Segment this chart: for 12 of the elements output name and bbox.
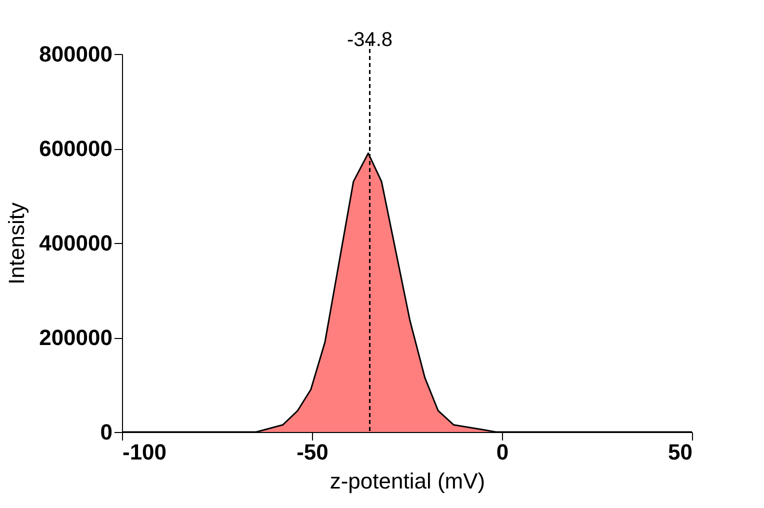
- x-tick-label: 0: [496, 440, 509, 464]
- x-tick-label: -50: [296, 440, 328, 464]
- y-tick-label: 600000: [39, 136, 112, 161]
- y-axis-title: Intensity: [4, 202, 30, 284]
- y-tick-label: 400000: [39, 230, 112, 256]
- x-tick-label: -100: [122, 440, 167, 464]
- y-tick-label: 800000: [39, 42, 112, 66]
- ref-line-label: -34.8: [346, 29, 393, 51]
- x-axis-title: z-potential (mV): [330, 468, 486, 494]
- x-tick-label: 50: [668, 440, 692, 464]
- y-tick-label: 200000: [39, 325, 112, 350]
- y-tick-label: 0: [100, 420, 112, 444]
